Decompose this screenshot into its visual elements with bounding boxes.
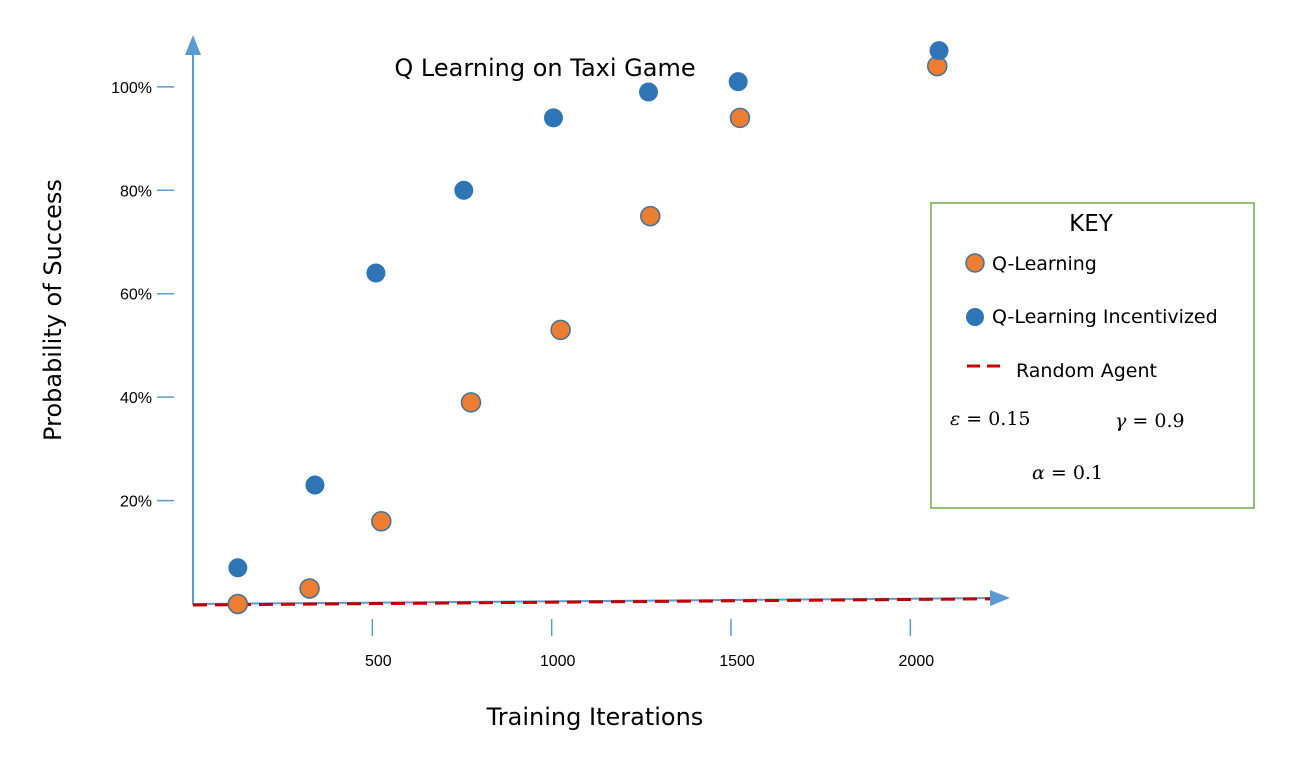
q-learning-incentivized-point-4 xyxy=(543,108,563,128)
q-learning-incentivized-point-5 xyxy=(639,82,659,102)
q-learning-point-1 xyxy=(299,578,320,599)
q-learning-incentivized-point-1 xyxy=(305,475,325,495)
q-learning-point-5 xyxy=(640,205,661,227)
q-learning-incentivized-point-3 xyxy=(454,180,474,200)
x-tick-label-1: 1000 xyxy=(540,653,576,670)
param-epsilon: ε = 0.15 xyxy=(950,408,1031,430)
legend-label-q-learning-incentivized: Q-Learning Incentivized xyxy=(992,306,1218,328)
y-tick-label-3: 80% xyxy=(120,183,152,200)
legend-label-random-agent: Random Agent xyxy=(1016,360,1157,382)
y-tick-label-2: 60% xyxy=(120,287,152,304)
q-learning-incentivized-point-0 xyxy=(228,558,248,578)
legend: KEY Q-Learning Q-Learning Incentivized R… xyxy=(930,202,1255,509)
random-agent-line xyxy=(192,597,991,607)
y-axis-ticks: 20% 40% 60% 80% 100% xyxy=(111,80,174,511)
x-tick-label-0: 500 xyxy=(365,653,392,670)
x-tick-label-3: 2000 xyxy=(899,653,935,670)
q-learning-point-0 xyxy=(227,593,249,615)
legend-label-q-learning: Q-Learning xyxy=(992,253,1097,275)
q-learning-point-2 xyxy=(371,511,392,532)
y-axis-title: Probability of Success xyxy=(39,179,67,441)
legend-marker-q-learning-incentivized xyxy=(966,308,984,326)
legend-marker-q-learning xyxy=(965,253,985,273)
legend-box xyxy=(930,202,1255,509)
x-axis-title: Training Iterations xyxy=(486,703,704,731)
q-learning-incentivized-point-6 xyxy=(728,72,748,92)
x-tick-label-2: 1500 xyxy=(719,653,755,670)
y-tick-label-4: 100% xyxy=(111,80,152,97)
q-learning-point-6 xyxy=(729,107,751,129)
data-points xyxy=(227,41,949,615)
x-axis-ticks: 500 1000 1500 2000 xyxy=(365,619,934,670)
q-learning-point-3 xyxy=(460,392,482,413)
param-gamma: γ = 0.9 xyxy=(1115,410,1185,432)
param-alpha: α = 0.1 xyxy=(1032,462,1103,484)
y-tick-label-0: 20% xyxy=(120,494,152,511)
legend-title: KEY xyxy=(1069,211,1114,237)
chart-title: Q Learning on Taxi Game xyxy=(394,54,695,82)
y-tick-label-1: 40% xyxy=(120,390,152,407)
q-learning-incentivized-point-7 xyxy=(929,41,949,61)
q-learning-point-4 xyxy=(550,319,571,341)
q-learning-incentivized-point-2 xyxy=(366,263,386,283)
